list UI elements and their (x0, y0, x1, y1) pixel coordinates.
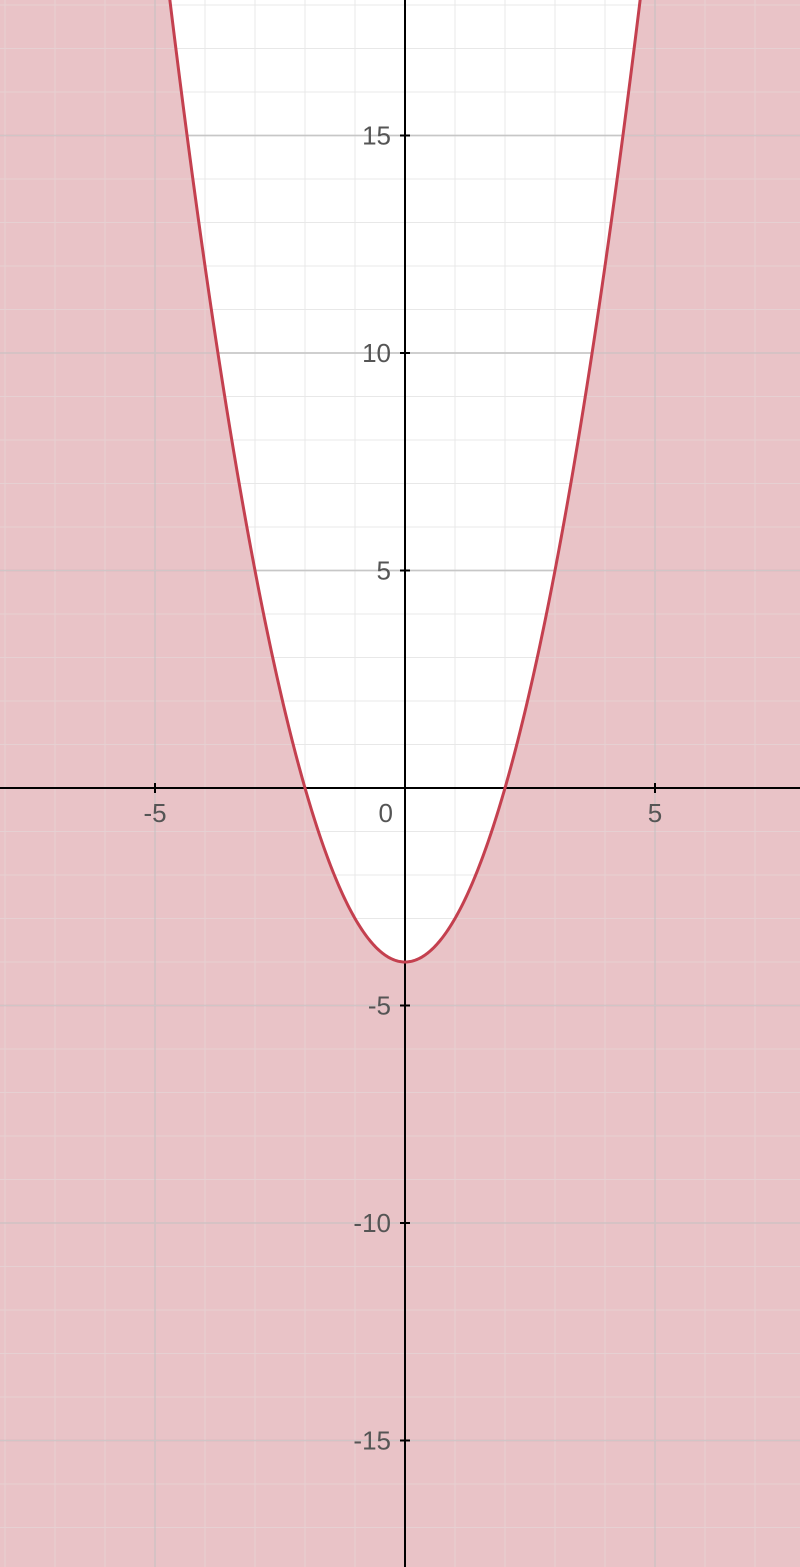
y-tick-label: -5 (368, 991, 391, 1021)
y-tick-label: -10 (353, 1208, 391, 1238)
x-tick-label: -5 (143, 798, 166, 828)
y-tick-label: 15 (362, 121, 391, 151)
parabola-inequality-chart: -5 0 5 -15 -10 -5 5 10 15 (0, 0, 800, 1567)
x-tick-label: 0 (379, 798, 393, 828)
y-tick-label: 5 (377, 556, 391, 586)
y-tick-label: 10 (362, 338, 391, 368)
y-tick-label: -15 (353, 1426, 391, 1456)
x-tick-label: 5 (648, 798, 662, 828)
chart-svg: -5 0 5 -15 -10 -5 5 10 15 (0, 0, 800, 1567)
